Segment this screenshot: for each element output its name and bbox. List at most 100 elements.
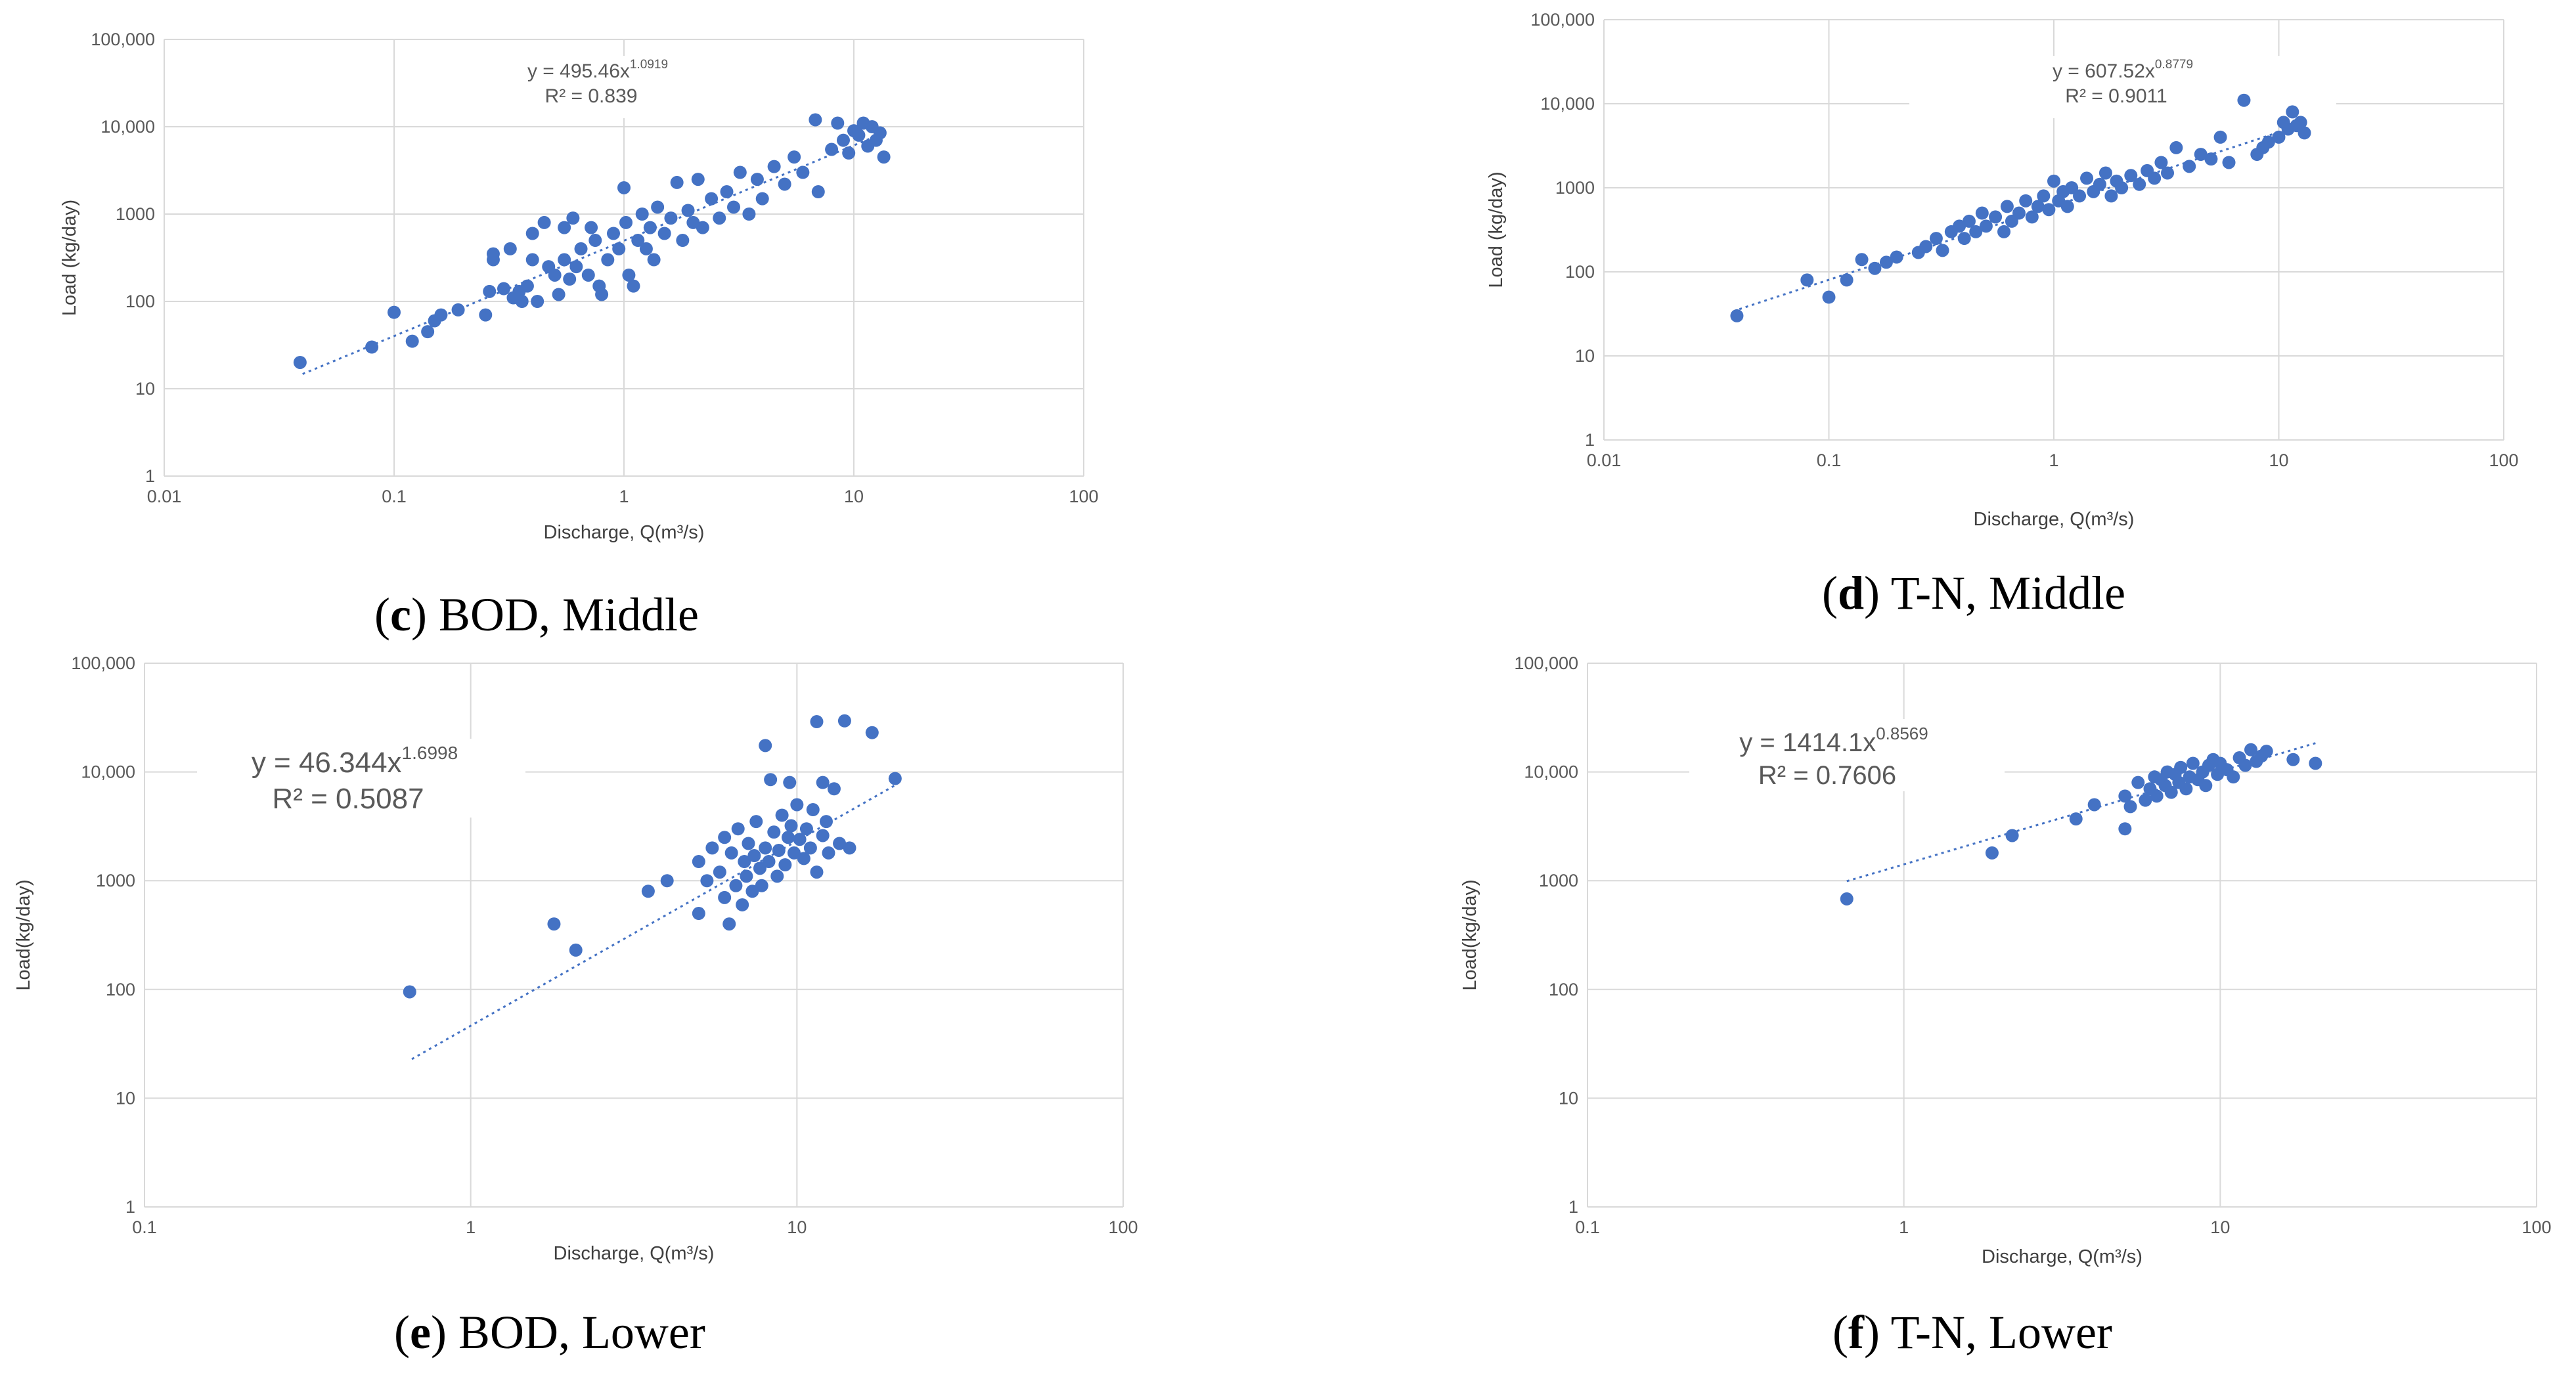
- data-point: [1985, 846, 1999, 860]
- data-point: [2123, 800, 2137, 814]
- data-point: [405, 334, 419, 348]
- r-squared: R² = 0.839: [545, 85, 638, 107]
- data-point: [783, 776, 797, 789]
- x-axis-label: Discharge, Q(m³/s): [1974, 509, 2135, 530]
- data-point: [1979, 219, 1993, 233]
- data-point: [819, 815, 833, 829]
- y-tick-label: 100: [125, 292, 155, 311]
- data-point: [552, 288, 566, 301]
- x-tick-label: 10: [787, 1217, 807, 1237]
- data-point: [2093, 177, 2106, 191]
- data-point: [2037, 189, 2051, 203]
- data-point: [888, 772, 902, 785]
- data-point: [836, 133, 850, 147]
- data-point: [566, 211, 580, 225]
- data-point: [852, 128, 866, 142]
- data-point: [797, 852, 811, 865]
- y-tick-label: 10,000: [100, 117, 155, 137]
- data-point: [2099, 166, 2112, 180]
- data-point: [627, 279, 640, 293]
- data-point: [778, 177, 791, 191]
- x-tick-label: 0.1: [132, 1217, 157, 1237]
- data-point: [2194, 148, 2208, 162]
- x-tick-label: 0.1: [1575, 1217, 1600, 1237]
- data-point: [569, 260, 583, 274]
- data-point: [767, 160, 781, 173]
- data-point: [2298, 126, 2311, 140]
- data-point: [657, 227, 671, 240]
- data-point: [670, 175, 684, 189]
- data-point: [388, 305, 401, 319]
- chart-c-bod-middle: 1 10 100 1000 10,000 100,000 0.01 0.1 1 10 100 Disc…: [59, 30, 1099, 543]
- data-point: [691, 173, 705, 186]
- data-point: [660, 874, 674, 888]
- data-point: [622, 268, 636, 282]
- caption-f: (f) T-N, Lower: [1832, 1306, 2112, 1359]
- y-tick-label: 10: [1559, 1088, 1578, 1108]
- equation-box: [1689, 719, 2005, 791]
- data-point: [865, 726, 879, 739]
- caption-c: (c) BOD, Middle: [374, 588, 699, 641]
- data-point: [809, 113, 822, 127]
- data-point: [2060, 200, 2074, 213]
- data-point: [784, 819, 798, 833]
- x-axis-label: Discharge, Q(m³/s): [1982, 1246, 2143, 1267]
- x-axis-label: Discharge, Q(m³/s): [544, 522, 705, 543]
- data-point: [537, 215, 551, 229]
- data-point: [2237, 93, 2251, 107]
- data-point: [503, 242, 517, 255]
- data-point: [750, 173, 764, 186]
- data-point: [2000, 200, 2014, 213]
- data-point: [641, 885, 655, 898]
- data-point: [2073, 189, 2087, 203]
- equation-exponent: 1.0919: [630, 58, 668, 72]
- data-point: [558, 221, 571, 234]
- data-point: [705, 841, 719, 855]
- data-point: [365, 340, 379, 354]
- data-point: [515, 295, 529, 308]
- data-point: [2164, 785, 2178, 799]
- data-point: [1997, 225, 2011, 238]
- data-point: [759, 841, 772, 855]
- trendline-equation: y = 607.52x0.8779: [2053, 58, 2193, 82]
- x-tick-label: 1: [466, 1217, 476, 1237]
- data-point: [2259, 745, 2273, 758]
- data-point: [2204, 152, 2218, 166]
- data-point: [762, 855, 776, 869]
- trendline: [1846, 742, 2316, 883]
- data-point: [759, 739, 772, 753]
- y-tick-label: 1000: [116, 204, 155, 224]
- data-point: [651, 200, 665, 214]
- data-point: [647, 253, 661, 267]
- data-point: [811, 185, 825, 199]
- data-point: [772, 844, 786, 858]
- data-point: [2238, 758, 2252, 772]
- y-axis-label: Load (kg/day): [1486, 171, 1507, 288]
- data-point: [822, 846, 835, 860]
- data-point: [816, 829, 830, 842]
- data-point: [525, 227, 539, 240]
- data-point: [520, 279, 534, 293]
- data-point: [843, 841, 856, 855]
- data-point: [1868, 261, 1882, 275]
- y-tick-label: 10: [116, 1088, 135, 1108]
- data-point: [2227, 770, 2240, 784]
- data-point: [2309, 756, 2322, 770]
- data-point: [2005, 829, 2019, 842]
- data-point: [2019, 194, 2033, 208]
- y-tick-label: 100,000: [71, 653, 135, 673]
- y-tick-label: 100,000: [1514, 653, 1578, 673]
- data-point: [2025, 210, 2039, 224]
- data-point: [2261, 135, 2275, 149]
- data-point: [2286, 105, 2299, 119]
- data-point: [612, 242, 626, 255]
- r-squared: R² = 0.7606: [1758, 761, 1896, 790]
- data-point: [827, 782, 841, 796]
- trendline: [411, 784, 896, 1060]
- data-point: [2174, 760, 2188, 774]
- x-tick-label: 1: [2049, 450, 2058, 470]
- y-tick-label: 10: [135, 379, 155, 399]
- data-point: [421, 325, 435, 339]
